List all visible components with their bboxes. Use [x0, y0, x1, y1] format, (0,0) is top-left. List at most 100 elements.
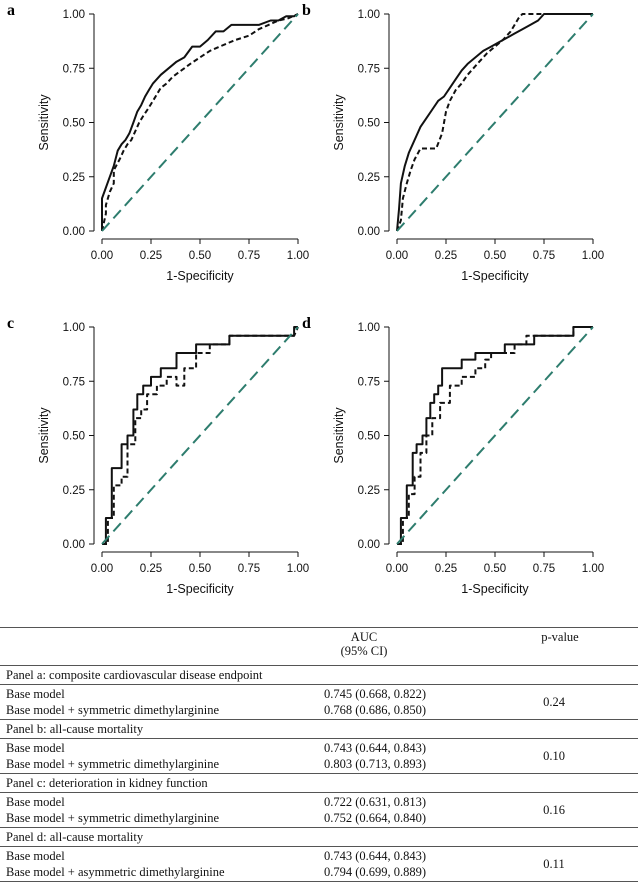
y-axis-label: Sensitivity — [332, 407, 346, 464]
x-axis-label: 1-Specificity — [166, 582, 234, 596]
x-tick-label: 1.00 — [287, 563, 309, 575]
section-rows-b: Base model 0.743 (0.644, 0.843) Base mod… — [0, 739, 638, 773]
auc-column-header: AUC (95% CI) — [294, 630, 434, 658]
y-tick-label: 0.75 — [63, 376, 85, 388]
section-rows-a: Base model 0.745 (0.668, 0.822) Base mod… — [0, 685, 638, 719]
roc-chart-c: c 0.00 0.00 0.25 0.25 0.50 0.50 0.75 0.75 1.00 1.0… — [7, 315, 309, 596]
y-tick-label: 0.50 — [358, 431, 380, 443]
y-tick-label: 0.00 — [63, 539, 85, 551]
y-tick-label: 0.50 — [358, 118, 380, 130]
auc-value: 0.752 (0.664, 0.840) — [324, 811, 427, 825]
panel-letter: b — [302, 2, 311, 19]
y-axis-label: Sensitivity — [37, 407, 51, 464]
y-tick-label: 0.75 — [358, 63, 380, 75]
x-tick-label: 0.75 — [533, 563, 555, 575]
roc-chart-a: a 0.00 0.00 0.25 0.25 0.50 0.50 0.75 0.75 1.00 1.0… — [7, 2, 309, 283]
reference-diagonal-line — [396, 13, 594, 232]
model-name: Base model — [6, 741, 65, 755]
y-tick-label: 0.75 — [63, 63, 85, 75]
reference-diagonal-line — [101, 326, 299, 545]
x-axis-label: 1-Specificity — [461, 269, 529, 283]
table-row: Base model 0.722 (0.631, 0.813) — [6, 794, 638, 810]
auc-header-line2: (95% CI) — [340, 644, 388, 658]
x-tick-label: 0.25 — [140, 250, 162, 262]
y-tick-label: 0.25 — [63, 485, 85, 497]
y-tick-label: 0.50 — [63, 118, 85, 130]
p-value: 0.16 — [543, 803, 565, 817]
auc-value: 0.768 (0.686, 0.850) — [324, 703, 427, 717]
y-tick-label: 0.00 — [358, 539, 380, 551]
y-axis-label: Sensitivity — [37, 94, 51, 151]
auc-value: 0.743 (0.644, 0.843) — [324, 741, 427, 755]
x-tick-label: 0.25 — [435, 250, 457, 262]
auc-value: 0.743 (0.644, 0.843) — [324, 849, 427, 863]
auc-value: 0.745 (0.668, 0.822) — [324, 687, 427, 701]
roc-curve-extended-model — [397, 326, 593, 545]
model-name: Base model + symmetric dimethylarginine — [6, 703, 220, 717]
y-tick-label: 0.25 — [358, 172, 380, 184]
p-value: 0.11 — [543, 857, 565, 871]
roc-curve-base-model — [102, 326, 299, 545]
auc-value: 0.722 (0.631, 0.813) — [324, 795, 427, 809]
y-axis-label: Sensitivity — [332, 94, 346, 151]
roc-curve-base-model — [397, 326, 593, 545]
y-tick-label: 0.00 — [358, 226, 380, 238]
table-row: Base model + symmetric dimethylarginine … — [6, 810, 638, 826]
x-tick-label: 0.75 — [238, 563, 260, 575]
panel-letter: c — [7, 315, 14, 332]
y-tick-label: 1.00 — [358, 322, 380, 334]
section-title-a: Panel a: composite cardiovascular diseas… — [0, 665, 638, 685]
auc-value: 0.794 (0.699, 0.889) — [324, 865, 427, 879]
roc-curve-extended-model — [102, 326, 298, 545]
section-title-b: Panel b: all-cause mortality — [0, 719, 638, 739]
model-name: Base model — [6, 795, 65, 809]
table-header: AUC (95% CI) p-value — [0, 627, 638, 665]
x-tick-label: 0.50 — [189, 250, 211, 262]
table-row: Base model 0.745 (0.668, 0.822) — [6, 686, 638, 702]
table-row: Base model 0.743 (0.644, 0.843) — [6, 848, 638, 864]
model-name: Base model + symmetric dimethylarginine — [6, 811, 220, 825]
model-name: Base model — [6, 687, 65, 701]
reference-diagonal-line — [101, 13, 299, 232]
x-axis-label: 1-Specificity — [461, 582, 529, 596]
table-row: Base model 0.743 (0.644, 0.843) — [6, 740, 638, 756]
auc-value: 0.803 (0.713, 0.893) — [324, 757, 427, 771]
panel-letter: d — [302, 315, 311, 332]
auc-header-line1: AUC — [350, 630, 378, 644]
model-name: Base model + symmetric dimethylarginine — [6, 757, 220, 771]
section-rows-c: Base model 0.722 (0.631, 0.813) Base mod… — [0, 793, 638, 827]
y-tick-label: 0.25 — [358, 485, 380, 497]
x-tick-label: 0.25 — [435, 563, 457, 575]
roc-panel-c: c 0.00 0.00 0.25 0.25 0.50 0.50 0.75 0.75 1.00 1.0… — [0, 313, 320, 623]
x-tick-label: 1.00 — [287, 250, 309, 262]
x-tick-label: 0.00 — [386, 563, 408, 575]
x-tick-label: 1.00 — [582, 563, 604, 575]
y-tick-label: 1.00 — [358, 9, 380, 21]
roc-chart-d: d 0.00 0.00 0.25 0.25 0.50 0.50 0.75 0.75 1.00 1.0… — [302, 315, 604, 596]
x-tick-label: 0.00 — [91, 563, 113, 575]
x-tick-label: 0.75 — [238, 250, 260, 262]
x-tick-label: 1.00 — [582, 250, 604, 262]
roc-chart-b: b 0.00 0.00 0.25 0.25 0.50 0.50 0.75 0.75 1.00 1.0… — [302, 2, 604, 283]
y-tick-label: 1.00 — [63, 322, 85, 334]
x-tick-label: 0.50 — [484, 250, 506, 262]
table-row: Base model + symmetric dimethylarginine … — [6, 702, 638, 718]
p-value: 0.10 — [543, 749, 565, 763]
y-tick-label: 0.75 — [358, 376, 380, 388]
roc-panel-a: a 0.00 0.00 0.25 0.25 0.50 0.50 0.75 0.75 1.00 1.0… — [0, 0, 320, 310]
x-axis-label: 1-Specificity — [166, 269, 234, 283]
x-tick-label: 0.25 — [140, 563, 162, 575]
x-tick-label: 0.00 — [91, 250, 113, 262]
roc-curve-extended-model — [101, 13, 299, 231]
y-tick-label: 0.25 — [63, 172, 85, 184]
x-tick-label: 0.50 — [189, 563, 211, 575]
section-title-d: Panel d: all-cause mortality — [0, 827, 638, 847]
model-name: Base model — [6, 849, 65, 863]
model-name: Base model + asymmetric dimethylarginine — [6, 865, 225, 879]
p-value: 0.24 — [543, 695, 565, 709]
roc-panel-b: b 0.00 0.00 0.25 0.25 0.50 0.50 0.75 0.75 1.00 1.0… — [295, 0, 615, 310]
section-title-c: Panel c: deterioration in kidney functio… — [0, 773, 638, 793]
x-tick-label: 0.50 — [484, 563, 506, 575]
x-tick-label: 0.00 — [386, 250, 408, 262]
y-tick-label: 0.50 — [63, 431, 85, 443]
